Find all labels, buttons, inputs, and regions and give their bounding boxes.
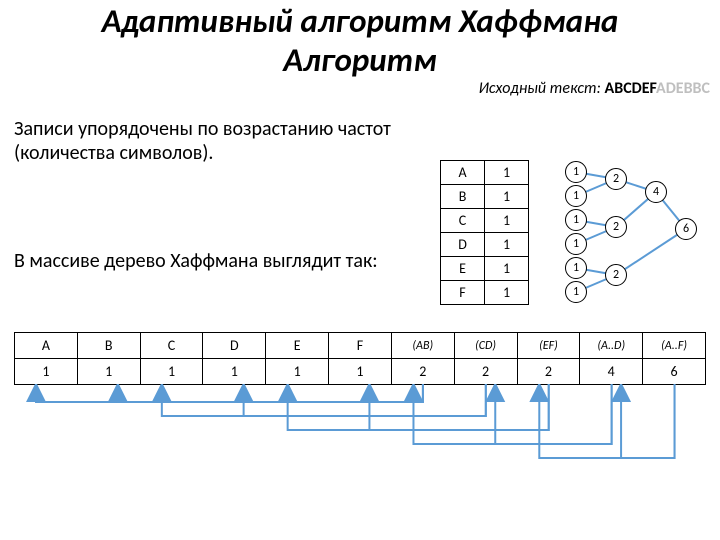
tree-internal-node: 6 — [675, 218, 697, 240]
tree-internal-node: 2 — [605, 168, 627, 190]
freq-symbol: F — [441, 281, 485, 305]
array-value-cell: 1 — [140, 359, 203, 385]
freq-count: 1 — [485, 161, 529, 185]
pointer-arrow — [539, 384, 674, 458]
freq-symbol: E — [441, 257, 485, 281]
tree-leaf-node: 1 — [565, 209, 587, 231]
source-label: Исходный текст: — [479, 79, 605, 98]
tree-internal-node: 2 — [605, 216, 627, 238]
array-value-cell: 1 — [329, 359, 392, 385]
freq-symbol: A — [441, 161, 485, 185]
pointer-arrow — [288, 384, 549, 430]
source-faded: ADEBBC — [656, 79, 710, 98]
array-header-cell: D — [203, 333, 266, 359]
tree-leaf-node: 1 — [565, 185, 587, 207]
pointer-arrow — [244, 384, 486, 416]
tree-leaf-node: 1 — [565, 281, 587, 303]
array-value-cell: 6 — [643, 359, 706, 385]
huffman-tree: 11111122246 — [555, 158, 715, 318]
paragraph-2: В массиве дерево Хаффмана выглядит так: — [0, 250, 420, 274]
pointer-arrow — [621, 384, 674, 458]
array-value-cell: 1 — [77, 359, 140, 385]
pointer-arrow — [369, 384, 548, 430]
freq-count: 1 — [485, 257, 529, 281]
array-table: ABCDEF(AB)(CD)(EF)(A..D)(A..F) 111111222… — [14, 332, 706, 385]
array-header-cell: F — [329, 333, 392, 359]
pointer-arrow — [495, 384, 611, 444]
freq-count: 1 — [485, 233, 529, 257]
freq-count: 1 — [485, 281, 529, 305]
pointer-arrow — [36, 384, 423, 402]
array-value-cell: 2 — [454, 359, 517, 385]
tree-leaf-node: 1 — [565, 233, 587, 255]
frequency-table: A1B1C1D1E1F1 — [440, 160, 529, 305]
freq-symbol: D — [441, 233, 485, 257]
array-header-cell: A — [15, 333, 78, 359]
source-strong: ABCDEF — [605, 79, 656, 98]
freq-symbol: B — [441, 185, 485, 209]
pointer-arrow — [413, 384, 611, 444]
array-value-cell: 4 — [580, 359, 643, 385]
array-header-cell: C — [140, 333, 203, 359]
array-header-cell: B — [77, 333, 140, 359]
source-text: Исходный текст: ABCDEFADEBBC — [0, 79, 720, 98]
pointer-arrow — [118, 384, 423, 402]
array-header-cell: (A..F) — [643, 333, 706, 359]
array-header-cell: (A..D) — [580, 333, 643, 359]
tree-leaf-node: 1 — [565, 161, 587, 183]
array-value-cell: 1 — [266, 359, 329, 385]
pointer-arrows — [14, 384, 706, 494]
title-line1: Адаптивный алгоритм Хаффмана — [0, 0, 720, 39]
array-header-cell: (AB) — [391, 333, 454, 359]
title-line2: Алгоритм — [0, 39, 720, 78]
paragraph-1: Записи упорядочены по возрастанию частот… — [0, 118, 420, 165]
freq-symbol: C — [441, 209, 485, 233]
array-header-cell: (CD) — [454, 333, 517, 359]
freq-count: 1 — [485, 185, 529, 209]
tree-internal-node: 2 — [605, 264, 627, 286]
pointer-arrow — [162, 384, 486, 416]
array-value-cell: 1 — [15, 359, 78, 385]
array-value-cell: 2 — [391, 359, 454, 385]
array-value-cell: 1 — [203, 359, 266, 385]
tree-leaf-node: 1 — [565, 257, 587, 279]
array-header-cell: E — [266, 333, 329, 359]
freq-count: 1 — [485, 209, 529, 233]
array-header-cell: (EF) — [517, 333, 580, 359]
tree-internal-node: 4 — [645, 181, 667, 203]
array-value-cell: 2 — [517, 359, 580, 385]
